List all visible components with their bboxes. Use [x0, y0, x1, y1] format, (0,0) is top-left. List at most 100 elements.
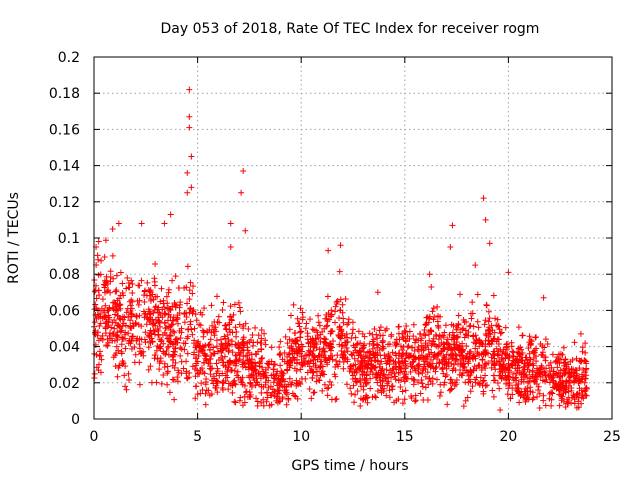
data-point — [548, 396, 555, 403]
data-point — [577, 330, 584, 337]
data-point — [399, 334, 406, 341]
data-point — [495, 322, 502, 329]
data-point — [449, 222, 456, 229]
data-point — [561, 359, 568, 366]
data-point — [172, 359, 179, 366]
data-point — [469, 383, 476, 390]
data-point — [281, 349, 288, 356]
data-point — [221, 353, 228, 360]
data-point — [92, 301, 99, 308]
data-point — [373, 331, 380, 338]
data-point — [101, 307, 108, 314]
data-point — [399, 388, 406, 395]
data-point — [491, 359, 498, 366]
data-point — [351, 355, 358, 362]
data-point — [141, 298, 148, 305]
y-tick-label: 0.06 — [49, 303, 80, 319]
data-point — [125, 370, 132, 377]
data-point — [192, 383, 199, 390]
data-point — [480, 378, 487, 385]
data-point — [176, 285, 183, 292]
data-point — [393, 363, 400, 370]
data-point — [211, 350, 218, 357]
data-point — [402, 338, 409, 345]
data-point — [247, 336, 254, 343]
data-point — [564, 400, 571, 407]
data-point — [369, 351, 376, 358]
data-point — [366, 348, 373, 355]
data-point — [99, 332, 106, 339]
data-point — [231, 301, 238, 308]
data-point — [273, 370, 280, 377]
data-point — [329, 356, 336, 363]
data-point — [268, 392, 275, 399]
data-point — [444, 401, 451, 408]
data-point — [435, 351, 442, 358]
data-point — [276, 351, 283, 358]
data-point — [314, 368, 321, 375]
data-point — [189, 308, 196, 315]
data-point — [575, 398, 582, 405]
y-tick-label: 0.12 — [49, 195, 80, 211]
data-point — [224, 368, 231, 375]
data-point — [325, 384, 332, 391]
data-point — [450, 365, 457, 372]
data-point — [415, 379, 422, 386]
data-point — [363, 393, 370, 400]
data-point — [327, 343, 334, 350]
data-point — [213, 382, 220, 389]
data-point — [349, 352, 356, 359]
data-point — [561, 371, 568, 378]
data-point — [460, 355, 467, 362]
data-point — [490, 377, 497, 384]
data-point — [208, 352, 215, 359]
data-point — [277, 338, 284, 345]
data-point — [477, 374, 484, 381]
data-point — [321, 348, 328, 355]
data-point — [252, 359, 259, 366]
data-point — [127, 307, 134, 314]
data-point — [499, 368, 506, 375]
data-point — [238, 378, 245, 385]
data-point — [156, 359, 163, 366]
data-point — [194, 340, 201, 347]
data-point — [508, 362, 515, 369]
data-point — [442, 322, 449, 329]
data-point — [336, 268, 343, 275]
data-point — [315, 335, 322, 342]
data-point — [397, 369, 404, 376]
data-point — [363, 360, 370, 367]
data-point — [548, 402, 555, 409]
data-point — [419, 380, 426, 387]
data-point — [506, 374, 513, 381]
data-point — [333, 299, 340, 306]
data-point — [253, 351, 260, 358]
data-point — [154, 355, 161, 362]
data-point — [418, 376, 425, 383]
data-point — [352, 347, 359, 354]
data-point — [399, 352, 406, 359]
data-point — [532, 334, 539, 341]
data-point — [483, 349, 490, 356]
data-point — [161, 320, 168, 327]
data-point — [111, 311, 118, 318]
data-point — [142, 329, 149, 336]
data-point — [146, 334, 153, 341]
data-point — [160, 300, 167, 307]
data-point — [206, 392, 213, 399]
data-point — [408, 363, 415, 370]
data-point — [530, 349, 537, 356]
data-point — [430, 316, 437, 323]
data-point — [258, 389, 265, 396]
data-point — [474, 291, 481, 298]
data-point — [422, 373, 429, 380]
data-point — [145, 344, 152, 351]
data-point — [110, 354, 117, 361]
data-point — [167, 332, 174, 339]
data-point — [327, 352, 334, 359]
data-point — [211, 318, 218, 325]
data-point — [207, 365, 214, 372]
data-point — [397, 384, 404, 391]
data-point — [167, 314, 174, 321]
data-point — [536, 366, 543, 373]
